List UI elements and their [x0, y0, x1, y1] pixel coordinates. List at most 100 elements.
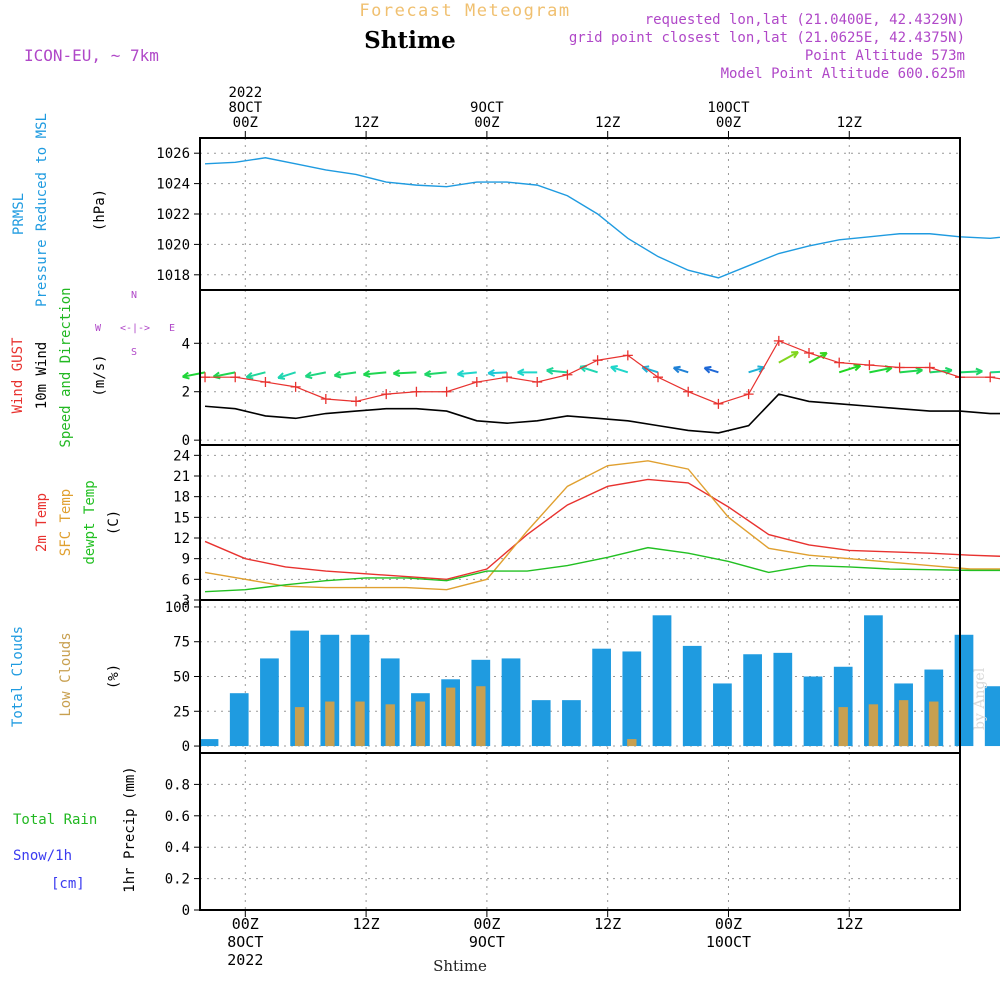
ylabel-line: Wind GUST [10, 337, 26, 413]
ylabel-unit: (m/s) [92, 354, 108, 396]
time-label-bottom: 12Z [836, 915, 863, 933]
wind-direction-arrow [899, 369, 923, 374]
gust-marker [592, 355, 603, 366]
wind-direction-arrowhead [304, 371, 313, 380]
wind-direction-arrow [213, 371, 236, 378]
panel-temperature: 3 6 9 12 15 18 21 24 [173, 444, 1000, 609]
wind-direction-arrowhead [791, 351, 799, 359]
compass-s: S [131, 347, 137, 358]
total-cloud-bar [984, 686, 1000, 747]
y-tick-label: 21 [173, 469, 190, 485]
total-cloud-bar [773, 652, 793, 747]
ylabel-clouds: Total Clouds Low Clouds (%) [10, 626, 122, 727]
gust-marker [260, 377, 271, 388]
gust-marker [320, 393, 331, 404]
wind-direction-arrow [869, 366, 892, 374]
time-label-bottom: 8OCT [227, 933, 263, 951]
wind-direction-arrowhead [672, 365, 681, 374]
time-label-bottom: 00Z [473, 915, 500, 933]
gust-marker [381, 389, 392, 400]
wind-direction-arrow [457, 371, 477, 376]
gust-marker [924, 362, 935, 373]
gust-marker [743, 389, 754, 400]
ylabel-unit: (C) [106, 510, 122, 535]
footer-station: Shtime [433, 957, 487, 975]
low-cloud-bar [385, 704, 395, 747]
wind-direction-arrowhead [392, 369, 401, 378]
ylabel-line: PRMSL [11, 193, 27, 235]
wind-direction-arrow [808, 351, 828, 364]
time-label-bottom: 9OCT [469, 933, 505, 951]
ylabel-line: 10m Wind [34, 342, 50, 409]
wind-direction-arrow [246, 371, 266, 379]
y-tick-label: 1026 [156, 146, 190, 162]
low-cloud-bar [325, 701, 335, 747]
gust-marker [713, 398, 724, 409]
y-tick-label: 1018 [156, 268, 190, 284]
low-cloud-bar [294, 707, 305, 747]
compass-n: N [131, 290, 137, 301]
wind-direction-arrow [990, 370, 1000, 374]
gust-marker [290, 381, 301, 392]
ylabel-line: Low Clouds [58, 632, 74, 716]
ylabel-precip: 1hr Precip (mm) Total Rain Snow/1h [cm] [13, 766, 138, 892]
wind-direction-arrowhead [487, 369, 496, 377]
compass-e: E [169, 323, 175, 334]
legend-snow: Snow/1h [13, 848, 72, 864]
y-tick-label: 24 [173, 448, 190, 464]
total-cloud-bar [531, 700, 551, 747]
product-title: Forecast Meteogram [359, 1, 570, 21]
wind-direction-arrow [182, 371, 206, 378]
low-cloud-bar [415, 701, 426, 747]
requested-coords: requested lon,lat (21.0400E, 42.4329N) [645, 12, 965, 28]
y-tick-label: 0.4 [165, 840, 190, 856]
time-label-top: 00Z [233, 115, 258, 131]
low-cloud-bar [476, 686, 486, 747]
y-tick-label: 0 [182, 903, 190, 919]
wind-direction-arrow [546, 369, 568, 374]
gridpoint-coords: grid point closest lon,lat (21.0625E, 42… [569, 30, 965, 46]
y-tick-label: 75 [173, 635, 190, 651]
wind-direction-arrow [778, 351, 799, 364]
gust-marker [894, 362, 905, 373]
gust-marker [834, 357, 845, 368]
gust-marker [230, 372, 241, 383]
gust-marker [532, 377, 543, 388]
gust-marker [471, 377, 482, 388]
ylabel-wind: Wind GUST 10m Wind Speed and Direction (m/s… [10, 287, 108, 447]
total-cloud-bar [199, 739, 219, 747]
ylabel-unit: (%) [106, 664, 122, 689]
time-label-top: 00Z [716, 115, 741, 131]
total-cloud-bar [743, 654, 762, 747]
gust-marker [804, 347, 815, 358]
total-cloud-bar [713, 683, 732, 747]
total-cloud-bar [682, 645, 702, 747]
y-tick-label: 100 [165, 600, 190, 616]
gust-marker [864, 360, 875, 371]
panel-clouds: 0 25 50 75 100 [165, 599, 1000, 755]
y-tick-label: 15 [173, 510, 190, 526]
y-tick-label: 1020 [156, 237, 190, 253]
time-label-top: 00Z [474, 115, 499, 131]
y-tick-label: 0 [182, 433, 190, 449]
panel-precip: 0 0.2 0.4 0.6 0.8 [165, 752, 961, 919]
gust-marker [200, 372, 211, 383]
time-label-bottom: 00Z [232, 915, 259, 933]
low-cloud-bar [868, 704, 879, 747]
wind-direction-arrowhead [333, 370, 342, 379]
gust-marker [683, 386, 694, 397]
time-label-bottom: 00Z [715, 915, 742, 933]
ylabel-line: 1hr Precip (mm) [122, 766, 138, 892]
gust-marker [411, 386, 422, 397]
ylabel-line: 2m Temp [34, 493, 50, 552]
total-cloud-bar [592, 648, 611, 747]
low-cloud-bar [355, 701, 365, 747]
time-label-top: 12Z [353, 115, 378, 131]
y-tick-label: 2 [182, 385, 190, 401]
pressure-line [204, 157, 1000, 279]
wind-direction-arrow [305, 371, 327, 378]
total-cloud-bar [954, 634, 974, 747]
gust-line [205, 340, 1000, 405]
wind-direction-arrow [334, 371, 357, 377]
